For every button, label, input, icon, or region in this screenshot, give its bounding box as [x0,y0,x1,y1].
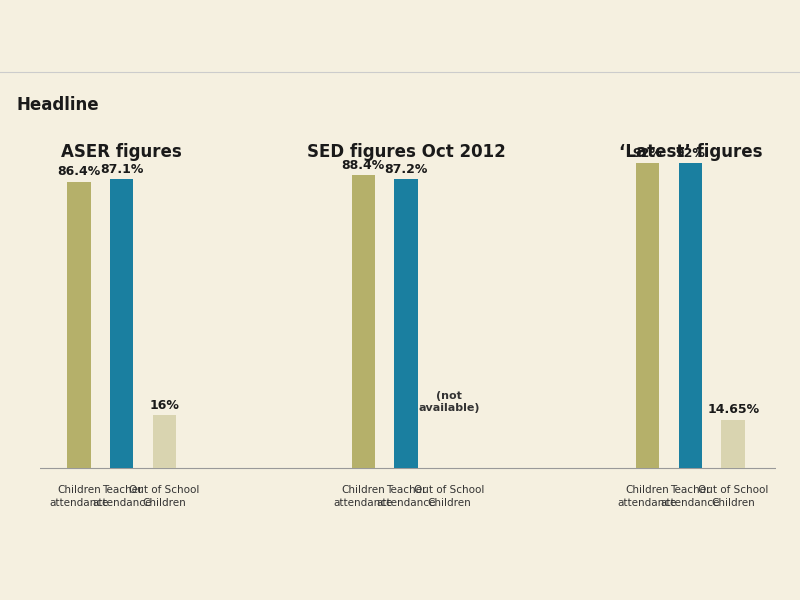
Text: Out of School
Children: Out of School Children [698,485,768,508]
Text: 88.4%: 88.4% [342,159,385,172]
Bar [636,163,659,468]
Text: 16%: 16% [150,399,179,412]
Text: (not
available): (not available) [418,391,480,413]
Text: Children
attendance: Children attendance [50,485,109,508]
Text: Teacher
attendance: Teacher attendance [376,485,436,508]
Text: 86.4%: 86.4% [58,166,101,178]
Bar [351,175,375,468]
Text: 92%: 92% [675,147,706,160]
Text: 87.1%: 87.1% [100,163,143,176]
Text: Teacher
attendance: Teacher attendance [92,485,151,508]
Text: Headline: Headline [16,96,98,114]
Text: SED figures Oct 2012: SED figures Oct 2012 [306,143,506,161]
Text: ASER figures: ASER figures [62,143,182,161]
Text: Out of School
Children: Out of School Children [414,485,484,508]
Bar [394,179,418,468]
Bar [678,163,702,468]
Text: Teacher
attendance: Teacher attendance [661,485,720,508]
Text: 14.65%: 14.65% [707,403,759,416]
Text: ‘Latest’ figures: ‘Latest’ figures [618,143,762,161]
Text: Children
attendance: Children attendance [334,485,393,508]
Bar [153,415,176,468]
Text: Children
attendance: Children attendance [618,485,677,508]
Bar [110,179,134,468]
Text: 87.2%: 87.2% [384,163,428,176]
Bar [67,182,90,468]
Bar [722,419,745,468]
Text: 92%: 92% [633,147,662,160]
Text: Out of School
Children: Out of School Children [130,485,200,508]
